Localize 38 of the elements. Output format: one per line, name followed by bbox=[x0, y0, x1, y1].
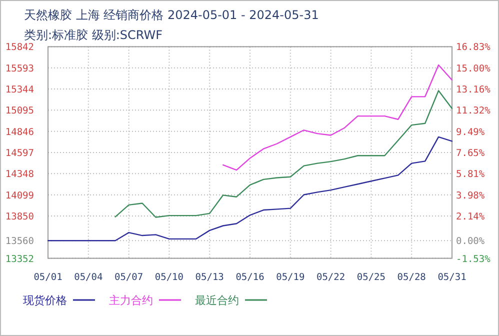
y-tick-label: 14597 bbox=[5, 148, 34, 159]
y2-tick-label: -1.53% bbox=[456, 254, 491, 265]
y-tick-label: 14099 bbox=[5, 190, 34, 202]
y-tick-label: 14348 bbox=[5, 169, 34, 180]
legend-label: 现货价格 bbox=[23, 294, 67, 307]
x-tick-label: 05/25 bbox=[356, 272, 386, 283]
x-tick-label: 05/16 bbox=[236, 272, 265, 283]
chart-subtitle: 类别:标准胶 级别:SCRWF bbox=[24, 28, 163, 42]
x-tick-label: 05/22 bbox=[316, 272, 346, 283]
x-tick-label: 05/13 bbox=[195, 272, 224, 283]
y-tick-label: 15842 bbox=[5, 42, 34, 54]
x-tick-label: 05/28 bbox=[397, 272, 426, 283]
x-tick-label: 05/31 bbox=[438, 272, 467, 283]
y-tick-label: 14846 bbox=[5, 126, 34, 138]
y-tick-label: 13560 bbox=[5, 236, 34, 248]
legend-label: 最近合约 bbox=[195, 294, 239, 307]
chart-title: 天然橡胶 上海 经销商价格 2024-05-01 - 2024-05-31 bbox=[24, 8, 319, 22]
x-tick-label: 05/19 bbox=[276, 272, 305, 283]
x-tick-label: 05/01 bbox=[34, 272, 63, 283]
y-tick-label: 13850 bbox=[5, 211, 34, 222]
y2-tick-label: 13.16% bbox=[456, 84, 491, 96]
y-tick-label: 15344 bbox=[5, 84, 34, 96]
y2-tick-label: 0.00% bbox=[456, 236, 485, 248]
y-tick-label: 15095 bbox=[5, 106, 34, 117]
y-tick-label: 13352 bbox=[5, 254, 34, 265]
x-tick-label: 05/04 bbox=[74, 272, 103, 283]
y2-tick-label: 16.83% bbox=[456, 42, 491, 54]
x-tick-label: 05/07 bbox=[114, 272, 144, 283]
y2-tick-label: 3.98% bbox=[456, 190, 485, 202]
x-tick-label: 05/10 bbox=[154, 272, 184, 283]
legend-label: 主力合约 bbox=[109, 294, 153, 307]
y2-tick-label: 7.65% bbox=[456, 148, 485, 159]
y-tick-label: 15593 bbox=[5, 63, 34, 74]
y2-tick-label: 2.14% bbox=[456, 212, 485, 223]
y2-tick-label: 11.32% bbox=[456, 106, 491, 117]
y2-tick-label: 9.49% bbox=[456, 126, 485, 138]
y2-tick-label: 15.00% bbox=[456, 63, 491, 74]
y2-tick-label: 5.81% bbox=[456, 169, 485, 180]
